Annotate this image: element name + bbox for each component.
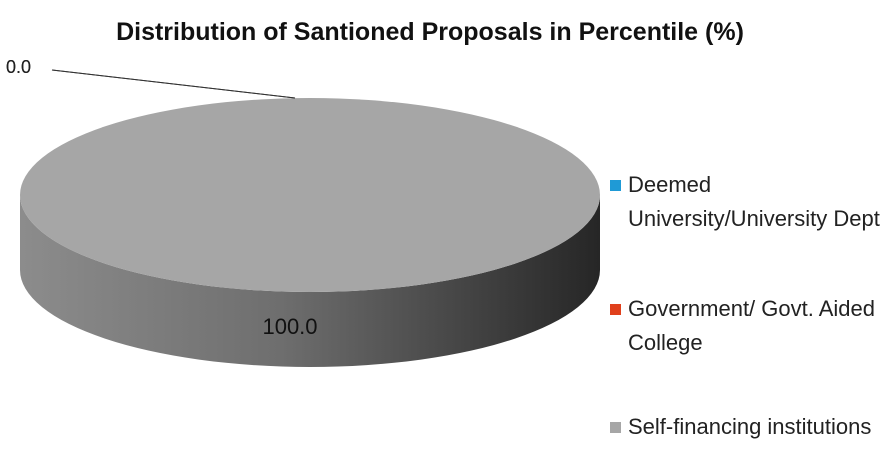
legend-label: Deemed University/University Dept	[628, 172, 880, 231]
legend-swatch	[610, 180, 621, 191]
data-label: 100.0	[262, 314, 317, 339]
leader-line	[51, 69, 296, 99]
legend-swatch	[610, 422, 621, 433]
data-label: 0.0	[6, 57, 31, 77]
pie-slice	[20, 98, 600, 292]
legend-label: Self-financing institutions	[628, 414, 872, 439]
legend-item: Deemed University/University Dept	[610, 168, 880, 236]
legend-item: Government/ Govt. Aided College	[610, 292, 880, 360]
data-label: 0.0	[6, 57, 31, 77]
pie-side	[20, 195, 600, 367]
legend-item: Self-financing institutions	[610, 410, 880, 444]
legend-swatch	[610, 304, 621, 315]
legend-label: Government/ Govt. Aided College	[628, 296, 876, 355]
chart-title: Distribution of Santioned Proposals in P…	[116, 18, 744, 46]
